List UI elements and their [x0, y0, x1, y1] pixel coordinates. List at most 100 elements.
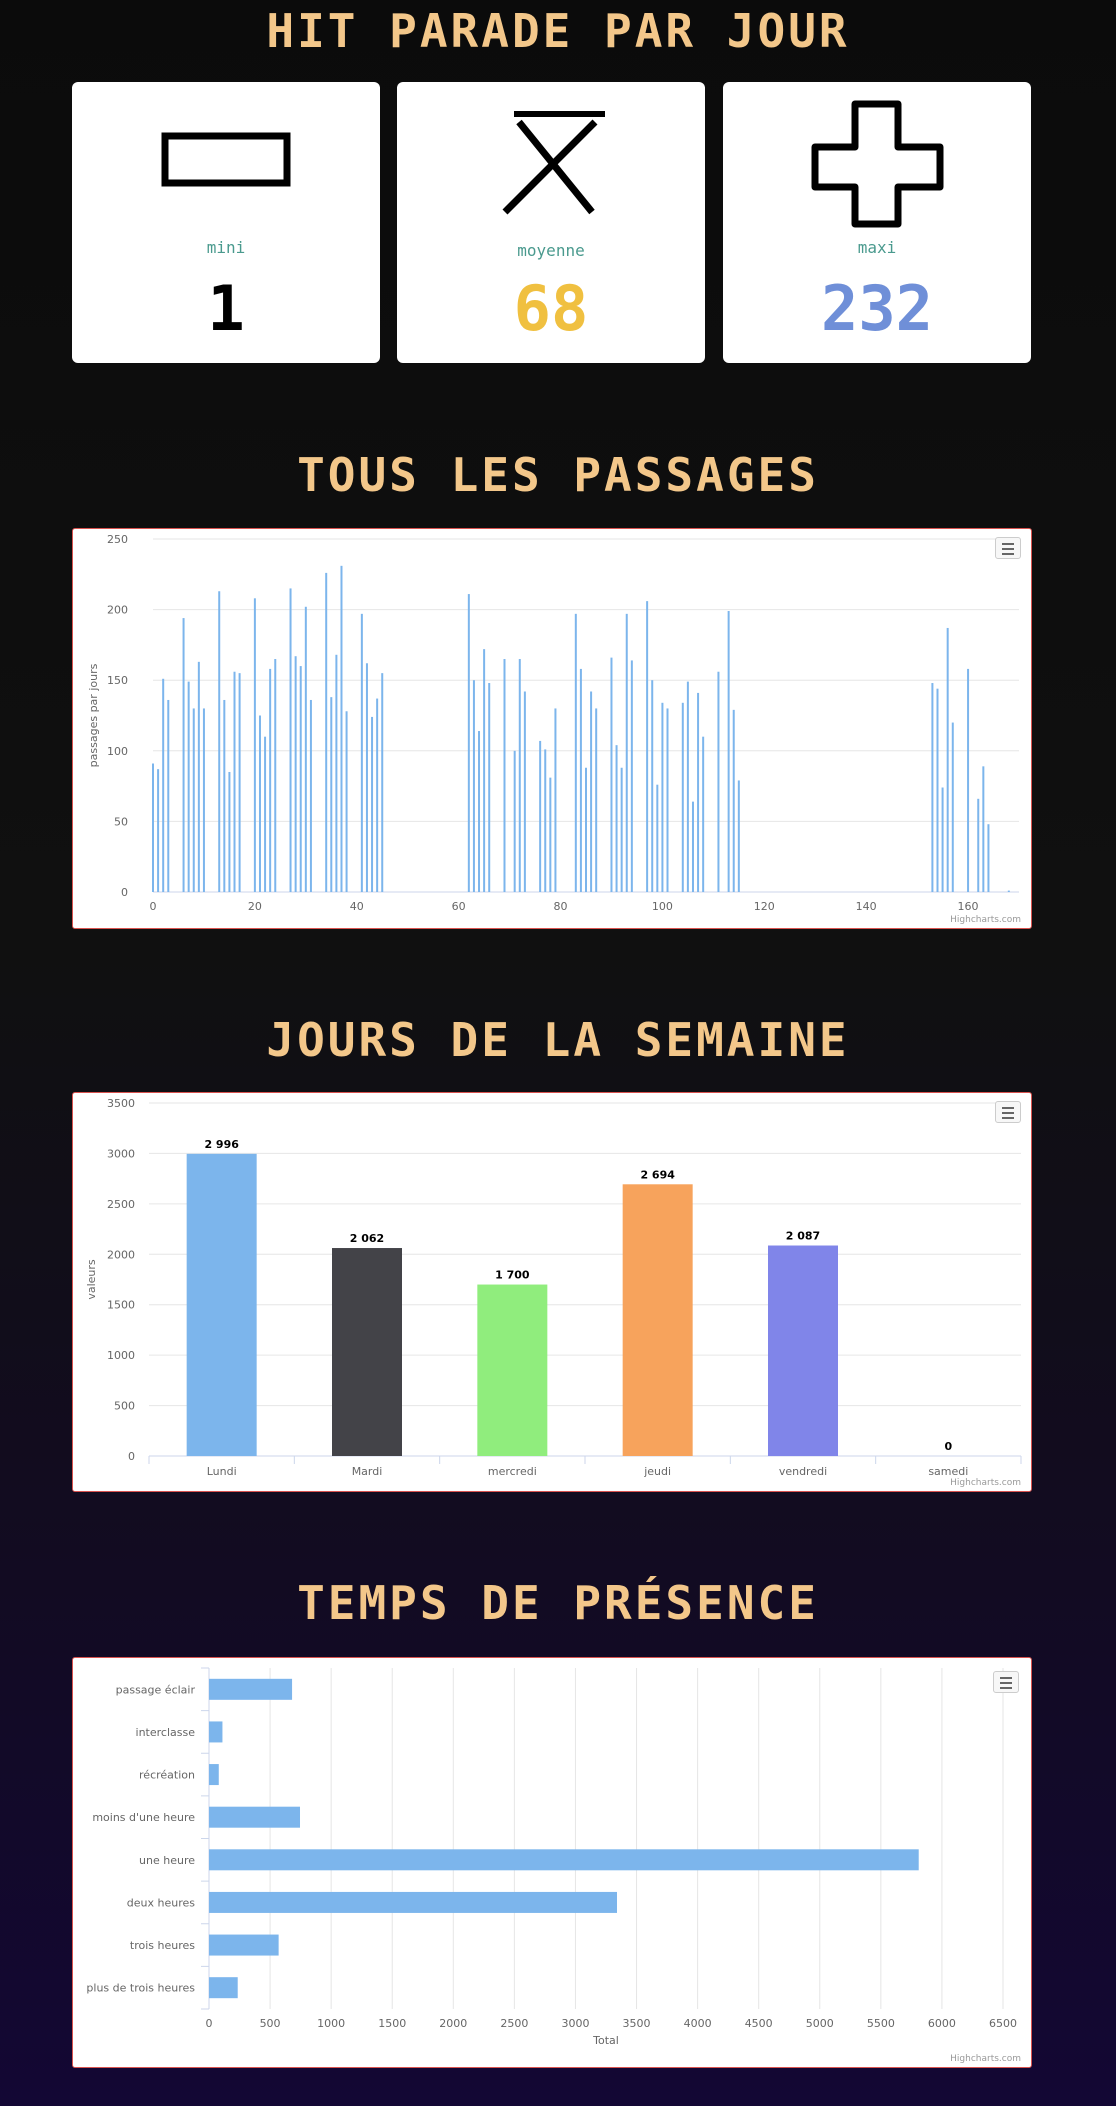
hit-parade-title: HIT PARADE PAR JOUR: [266, 4, 850, 58]
bar: [345, 711, 348, 892]
x-tick-label: 4000: [684, 2017, 712, 2030]
bar: [574, 613, 577, 892]
stat-label-maxi: maxi: [857, 238, 897, 257]
bar: [686, 681, 689, 892]
bar: [625, 613, 628, 892]
bar: [727, 611, 730, 892]
bar: [732, 709, 735, 892]
bar: [681, 702, 684, 892]
temps-menu-button[interactable]: [993, 1671, 1019, 1693]
stat-label-mini: mini: [206, 238, 246, 257]
bar: [477, 1284, 548, 1456]
bar: [941, 787, 944, 892]
y-tick-label: 0: [128, 1450, 135, 1463]
x-tick-label: 40: [350, 900, 364, 913]
jours-menu-button[interactable]: [995, 1101, 1021, 1123]
bar: [360, 613, 363, 892]
bar: [335, 654, 338, 892]
x-tick-label: 20: [248, 900, 262, 913]
bar: [610, 657, 613, 892]
bar: [209, 1806, 301, 1828]
y-tick-label: trois heures: [130, 1939, 195, 1952]
bar: [622, 1184, 693, 1456]
passages-title: TOUS LES PASSAGES: [297, 448, 819, 502]
bar: [233, 671, 236, 892]
bar: [294, 656, 297, 892]
y-tick-label: 250: [107, 533, 128, 546]
x-tick-label: 2000: [439, 2017, 467, 2030]
stat-label-moyenne: moyenne: [517, 241, 585, 260]
y-tick-label: récréation: [139, 1769, 195, 1782]
bar: [544, 749, 547, 892]
bar: [376, 698, 379, 892]
bar: [549, 777, 552, 892]
bar: [936, 688, 939, 892]
bar: [615, 745, 618, 892]
bar: [620, 767, 623, 892]
y-tick-label: 3500: [107, 1097, 135, 1110]
jours-credits[interactable]: Highcharts.com: [950, 1478, 1021, 1488]
stat-card-mini: mini 1: [72, 82, 380, 363]
bar: [223, 699, 226, 892]
data-label: 2 996: [204, 1138, 239, 1151]
bar: [661, 702, 664, 892]
x-tick-label: 6000: [928, 2017, 956, 2030]
bar: [274, 659, 277, 892]
passages-credits[interactable]: Highcharts.com: [950, 915, 1021, 925]
bar: [209, 1678, 293, 1700]
bar: [299, 666, 302, 892]
x-tick-label: 160: [958, 900, 979, 913]
temps-credits[interactable]: Highcharts.com: [950, 2054, 1021, 2064]
jours-title: JOURS DE LA SEMAINE: [266, 1013, 850, 1067]
bar: [162, 678, 165, 892]
bar: [488, 683, 491, 892]
bar: [513, 750, 516, 892]
bar: [209, 1934, 279, 1956]
x-tick-label: 3500: [623, 2017, 651, 2030]
bar: [737, 780, 740, 892]
data-label: 2 062: [350, 1232, 384, 1245]
x-tick-label: 60: [452, 900, 466, 913]
bar: [238, 673, 241, 892]
x-tick-label: Lundi: [207, 1465, 237, 1478]
y-axis-title: passages par jours: [87, 663, 100, 767]
passages-menu-button[interactable]: [995, 537, 1021, 559]
y-tick-label: 500: [114, 1400, 135, 1413]
stat-value-moyenne: 68: [513, 272, 589, 345]
bar: [258, 715, 261, 892]
y-tick-label: 1500: [107, 1299, 135, 1312]
x-tick-label: 0: [206, 2017, 213, 2030]
stat-card-moyenne: moyenne 68: [397, 82, 705, 363]
x-tick-label: 3000: [561, 2017, 589, 2030]
data-label: 2 694: [640, 1168, 675, 1181]
passages-chart-svg: 0 50 100 150 200 250 0 20 40 60 80 100 120 140 160 pass…: [87, 533, 1019, 913]
x-tick-label: 120: [754, 900, 775, 913]
passages-chart: 0 50 100 150 200 250 0 20 40 60 80 100 120 140 160 pass…: [72, 528, 1032, 929]
bar: [467, 594, 470, 892]
bar: [472, 680, 475, 892]
temps-chart-svg: 0 500 1000 1500 2000 2500 3000 3500 4000 4500 5000…: [86, 1667, 1017, 2047]
bar: [554, 708, 557, 892]
bar: [253, 598, 256, 892]
bar: [691, 801, 694, 892]
x-tick-label: 80: [554, 900, 568, 913]
y-tick-label: 3000: [107, 1147, 135, 1160]
bar: [518, 659, 521, 892]
temps-chart: 0 500 1000 1500 2000 2500 3000 3500 4000 4500 5000…: [72, 1657, 1032, 2068]
y-tick-label: 2000: [107, 1248, 135, 1261]
x-tick-label: 4500: [745, 2017, 773, 2030]
y-tick-label: 1000: [107, 1349, 135, 1362]
bar: [1007, 890, 1010, 892]
bar: [483, 649, 486, 892]
bar: [768, 1245, 838, 1456]
bar: [289, 588, 292, 892]
x-axis-title: Total: [592, 2034, 619, 2047]
stat-value-maxi: 232: [821, 272, 933, 345]
bar: [209, 1849, 919, 1871]
stat-card-maxi: maxi 232: [723, 82, 1031, 363]
y-tick-label: interclasse: [136, 1726, 196, 1739]
x-tick-label: 5500: [867, 2017, 895, 2030]
bar: [381, 673, 384, 892]
x-tick-label: 1500: [378, 2017, 406, 2030]
bar: [228, 771, 231, 892]
